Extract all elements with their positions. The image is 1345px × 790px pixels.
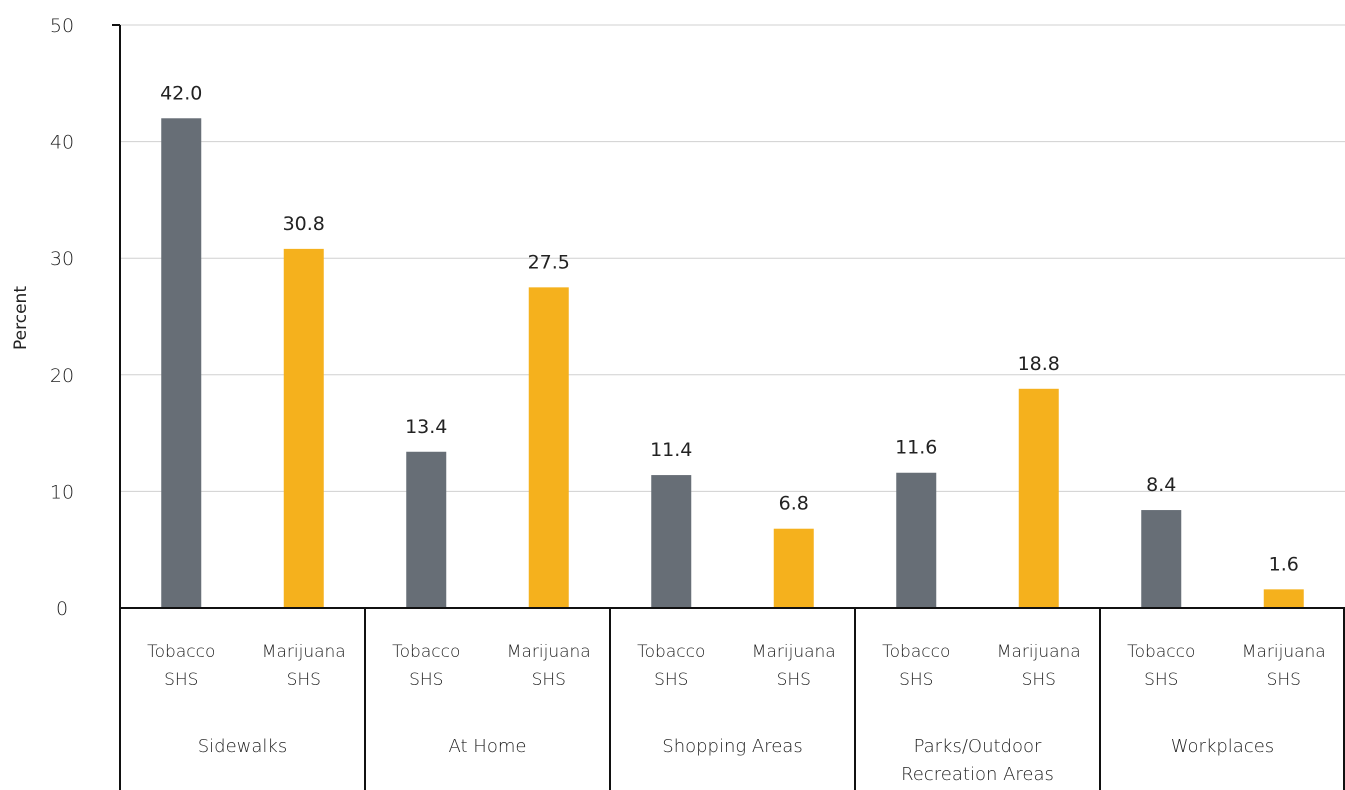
category-label: Sidewalks [198,736,287,757]
bar [773,528,814,608]
series-tick-label: SHS [1144,670,1178,690]
bar [528,287,569,608]
category-label: Workplaces [1171,736,1274,757]
series-tick-label: SHS [409,670,443,690]
data-label: 13.4 [405,416,447,438]
data-label: 6.8 [779,493,809,515]
y-axis-label: Percent [11,286,31,350]
data-labels: 42.0 30.8 13.4 27.5 11.4 6.8 11.6 18.8 8.4 1.6 [160,82,1299,575]
data-label: 11.4 [650,439,692,461]
series-tick-label: SHS [1267,670,1301,690]
series-tick-label: SHS [654,670,688,690]
series-tick-label: SHS [1022,670,1056,690]
series-tick-label: Tobacco [147,642,215,662]
series-tick-label: SHS [287,670,321,690]
series-tick-label: Marijuana [1242,642,1326,662]
gridlines [120,24,1345,492]
series-tick-label: Tobacco [392,642,460,662]
y-tick-label: 30 [50,248,74,270]
data-label: 11.6 [895,437,937,459]
bar [896,472,937,608]
series-tick-label: SHS [532,670,566,690]
data-label: 27.5 [528,251,570,273]
bar [651,475,692,608]
series-tick-label: SHS [899,670,933,690]
bars [161,118,1304,608]
category-label: Parks/Outdoor [914,736,1042,757]
data-label: 1.6 [1269,553,1299,575]
y-tick-label: 0 [56,598,68,620]
bar [406,451,447,608]
data-label: 30.8 [283,213,325,235]
series-tick-label: Marijuana [752,642,836,662]
bar [1018,388,1059,608]
bar [1263,589,1304,608]
y-tick-label: 50 [50,15,74,37]
y-tick-label: 20 [50,365,74,387]
category-label: At Home [449,736,527,757]
data-label: 8.4 [1146,474,1176,496]
category-label: Shopping Areas [662,736,802,757]
series-tick-label: Tobacco [882,642,950,662]
series-tick-label: Marijuana [507,642,591,662]
bar [1141,510,1182,608]
y-tick-label: 10 [50,481,74,503]
data-label: 42.0 [160,82,202,104]
series-tick-label: SHS [164,670,198,690]
y-tick-label: 40 [50,132,74,154]
y-axis-ticks: 0 10 20 30 40 50 [50,15,74,620]
series-tick-label: Tobacco [1127,642,1195,662]
axes [112,24,1345,790]
x-axis-categories: Tobacco SHS Marijuana SHS Sidewalks Tobacco SH… [147,642,1326,785]
bar [161,118,202,608]
data-label: 18.8 [1018,353,1060,375]
series-tick-label: Marijuana [997,642,1081,662]
series-tick-label: SHS [777,670,811,690]
series-tick-label: Tobacco [637,642,705,662]
series-tick-label: Marijuana [262,642,346,662]
category-label: Recreation Areas [901,764,1054,785]
bar [283,248,324,608]
